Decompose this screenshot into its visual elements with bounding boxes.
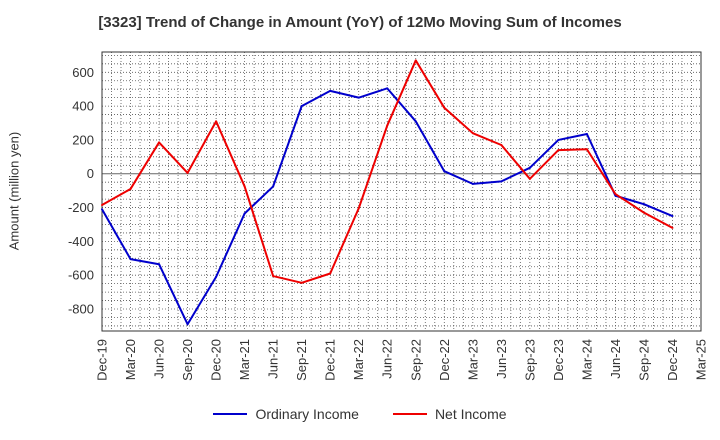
data-point bbox=[386, 124, 389, 127]
legend-swatch bbox=[213, 413, 248, 415]
y-tick-label: -600 bbox=[68, 268, 94, 283]
x-tick-label: Sep-21 bbox=[294, 339, 309, 381]
plot-area bbox=[102, 52, 701, 331]
y-tick-label: 600 bbox=[72, 65, 94, 80]
y-tick-label: 0 bbox=[87, 166, 94, 181]
data-point bbox=[414, 59, 417, 62]
data-point bbox=[129, 258, 132, 261]
legend-swatch bbox=[392, 413, 427, 415]
data-point bbox=[443, 106, 446, 109]
legend-item: Ordinary Income bbox=[213, 406, 359, 422]
data-point bbox=[500, 180, 503, 183]
x-tick-label: Mar-22 bbox=[351, 339, 366, 380]
x-tick-label: Jun-22 bbox=[380, 339, 395, 379]
data-point bbox=[528, 177, 531, 180]
chart-title: [3323] Trend of Change in Amount (YoY) o… bbox=[98, 14, 622, 31]
data-point bbox=[585, 133, 588, 136]
x-tick-label: Mar-25 bbox=[694, 339, 709, 380]
x-tick-label: Sep-24 bbox=[636, 339, 651, 381]
x-tick-label: Mar-21 bbox=[237, 339, 252, 380]
data-point bbox=[357, 207, 360, 210]
data-point bbox=[186, 171, 189, 174]
data-point bbox=[158, 263, 161, 266]
x-tick-label: Jun-24 bbox=[608, 339, 623, 379]
data-point bbox=[186, 323, 189, 326]
data-point bbox=[671, 215, 674, 218]
y-tick-label: 200 bbox=[72, 132, 94, 147]
data-point bbox=[500, 144, 503, 146]
legend: Ordinary Income Net Income bbox=[0, 406, 720, 422]
data-point bbox=[528, 166, 531, 169]
data-point bbox=[557, 149, 560, 152]
legend-label: Ordinary Income bbox=[255, 406, 359, 422]
data-point bbox=[357, 96, 360, 99]
data-point bbox=[642, 211, 645, 214]
plot-frame bbox=[101, 51, 702, 332]
data-point bbox=[215, 275, 218, 278]
data-point bbox=[158, 141, 161, 144]
x-tick-label: Mar-20 bbox=[123, 339, 138, 380]
x-tick-label: Dec-23 bbox=[551, 339, 566, 381]
data-point bbox=[215, 120, 218, 123]
data-point bbox=[642, 203, 645, 206]
data-point bbox=[243, 212, 246, 215]
data-point bbox=[585, 148, 588, 151]
data-point bbox=[386, 87, 389, 90]
data-point bbox=[471, 182, 474, 185]
x-tick-label: Mar-23 bbox=[465, 339, 480, 380]
y-tick-label: -200 bbox=[68, 200, 94, 215]
x-tick-label: Sep-23 bbox=[522, 339, 537, 381]
data-point bbox=[671, 226, 674, 229]
data-point bbox=[443, 170, 446, 173]
x-tick-label: Dec-19 bbox=[95, 339, 110, 381]
data-point bbox=[243, 185, 246, 188]
x-tick-label: Jun-20 bbox=[152, 339, 167, 379]
data-point bbox=[101, 208, 103, 211]
x-tick-label: Mar-24 bbox=[579, 339, 594, 380]
data-point bbox=[329, 89, 332, 92]
data-point bbox=[329, 272, 332, 275]
data-point bbox=[272, 185, 275, 188]
data-point bbox=[300, 281, 303, 284]
y-tick-label: 400 bbox=[72, 99, 94, 114]
data-point bbox=[414, 120, 417, 123]
x-tick-label: Sep-20 bbox=[180, 339, 195, 381]
data-point bbox=[557, 138, 560, 141]
data-point bbox=[471, 132, 474, 135]
x-tick-label: Dec-24 bbox=[665, 339, 680, 381]
x-tick-label: Dec-22 bbox=[437, 339, 452, 381]
data-point bbox=[272, 275, 275, 278]
x-tick-label: Jun-21 bbox=[266, 339, 281, 379]
data-point bbox=[101, 204, 103, 207]
data-point bbox=[129, 187, 132, 190]
x-tick-label: Dec-20 bbox=[209, 339, 224, 381]
data-point bbox=[614, 193, 617, 196]
data-point bbox=[300, 105, 303, 108]
x-tick-label: Sep-22 bbox=[408, 339, 423, 381]
y-tick-label: -400 bbox=[68, 234, 94, 249]
y-tick-label: -800 bbox=[68, 302, 94, 317]
legend-item: Net Income bbox=[392, 406, 507, 422]
x-tick-label: Dec-21 bbox=[323, 339, 338, 381]
x-tick-label: Jun-23 bbox=[494, 339, 509, 379]
legend-label: Net Income bbox=[434, 406, 507, 422]
